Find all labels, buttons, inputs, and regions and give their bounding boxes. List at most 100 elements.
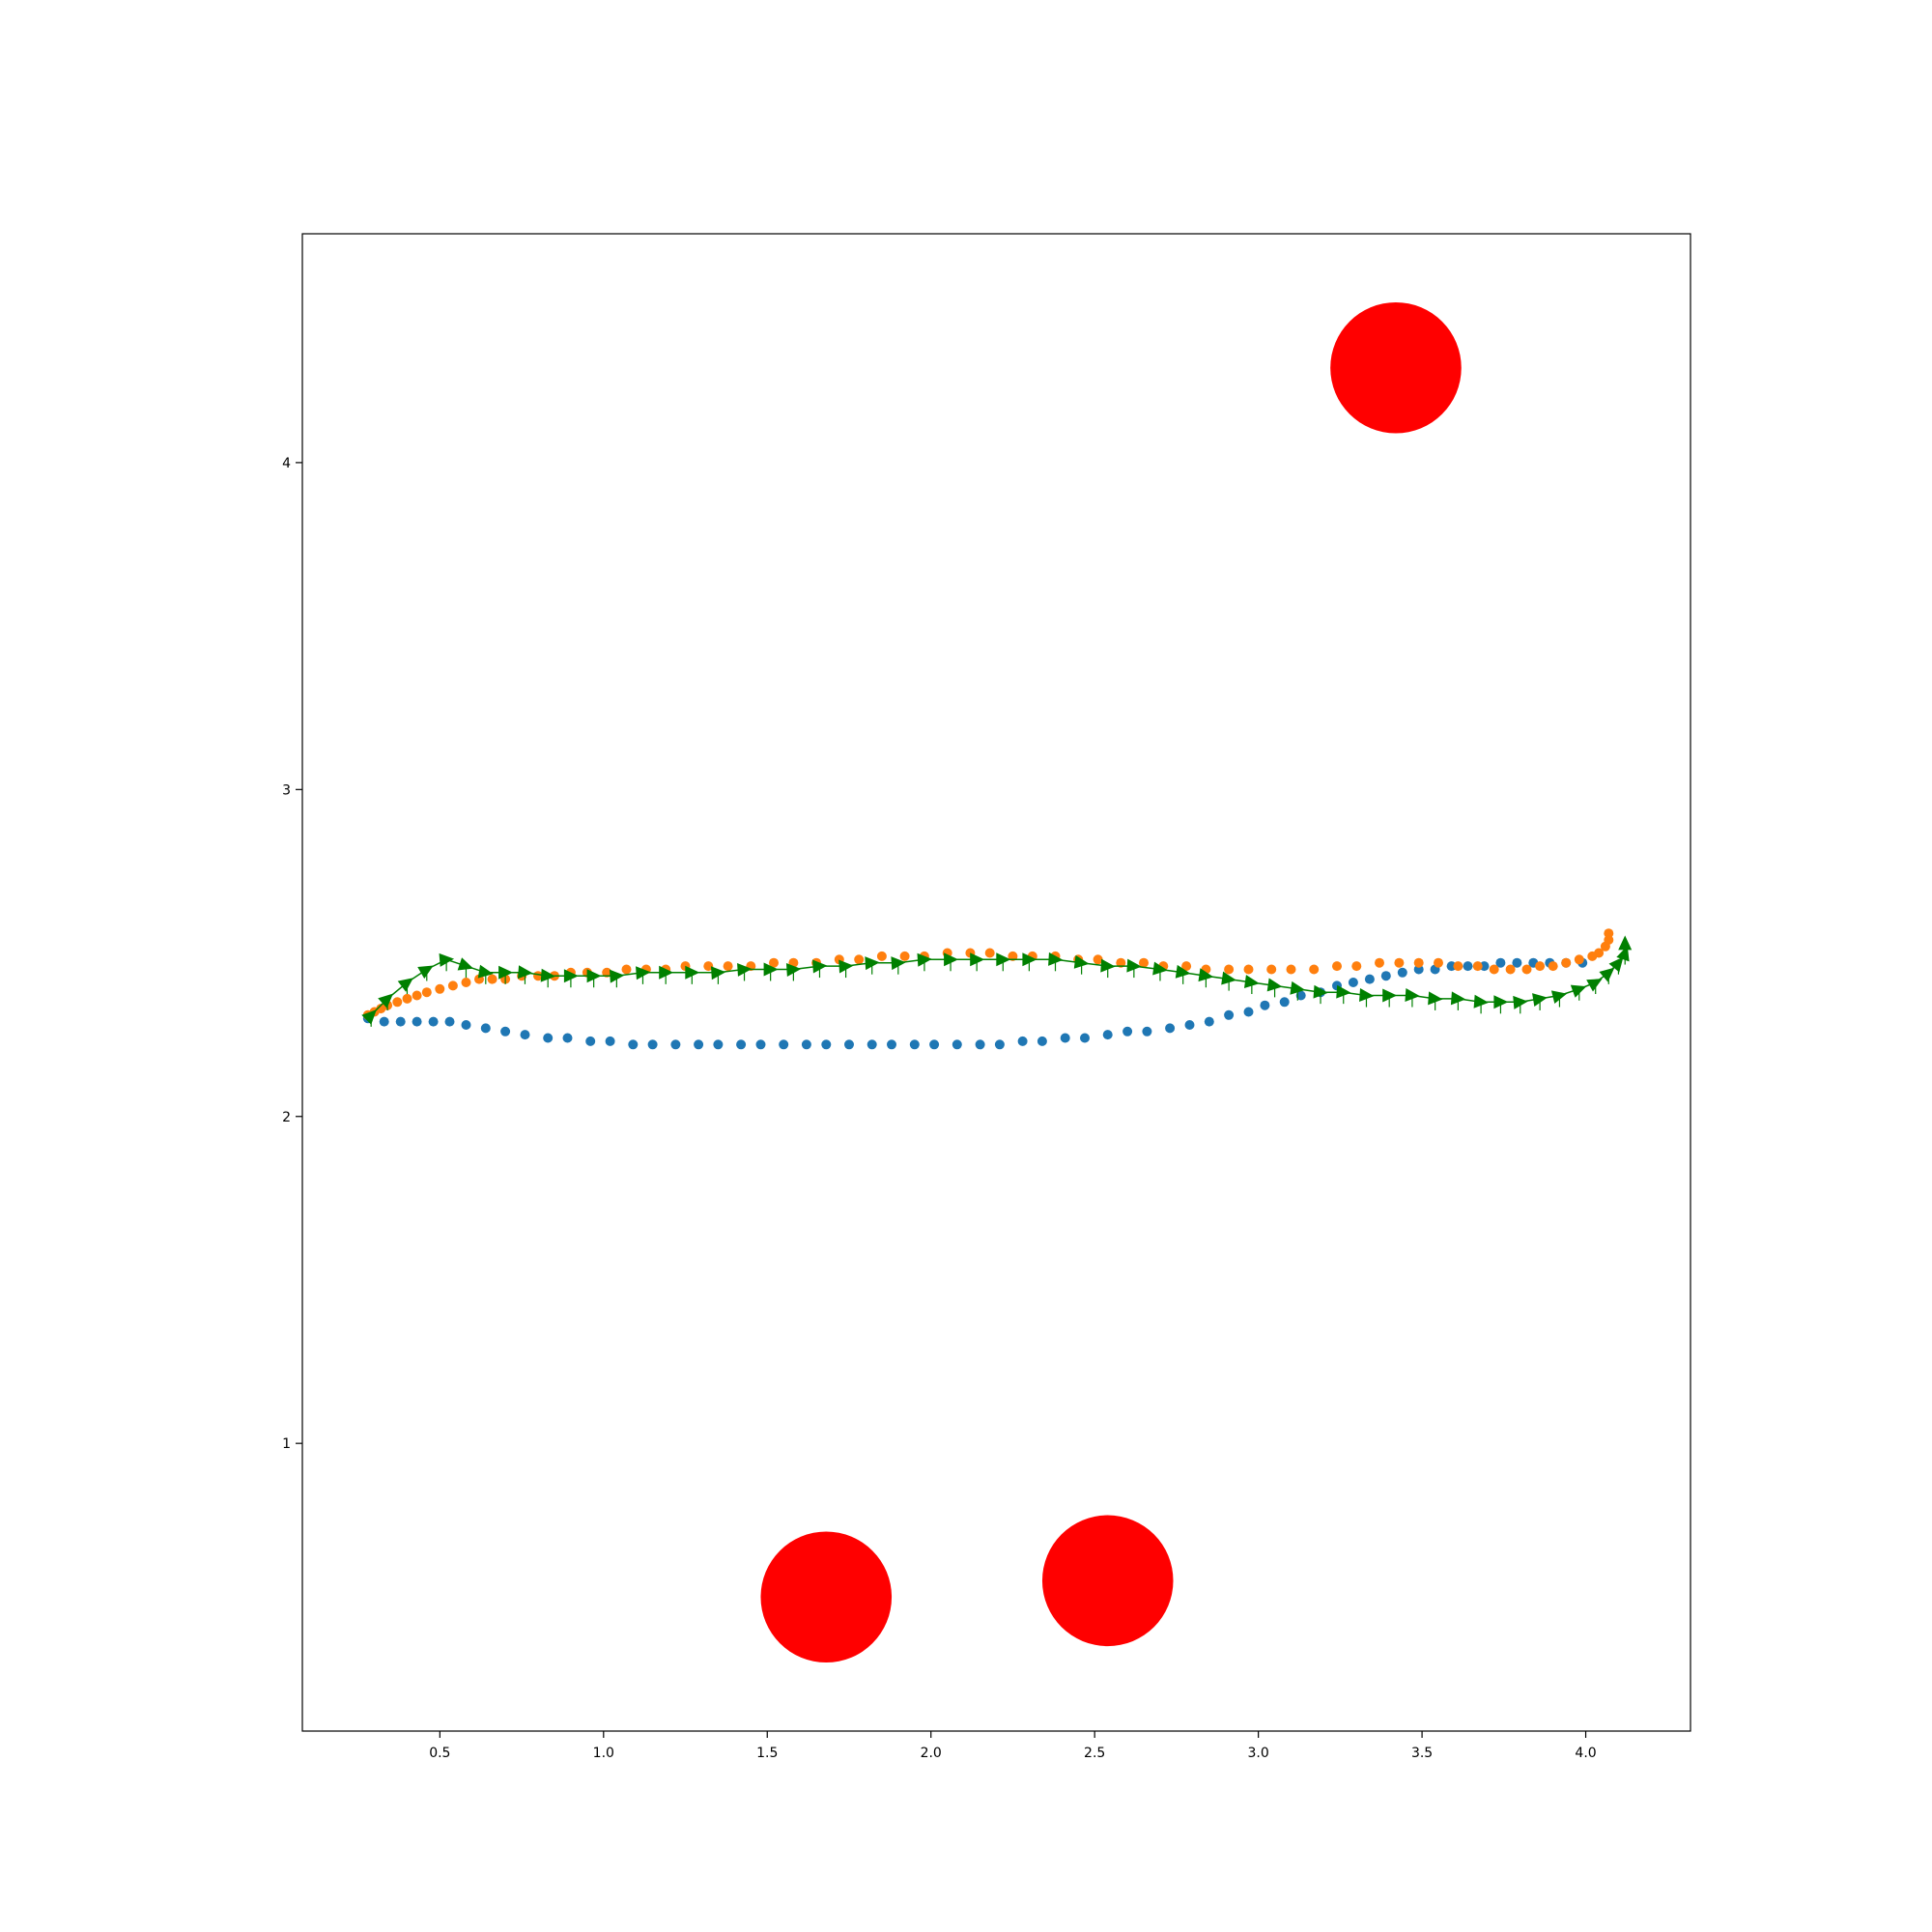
series-3-arrow (1198, 968, 1214, 982)
series-1-point (1243, 1007, 1254, 1017)
series-3-arrow (970, 952, 985, 967)
obstacles (760, 301, 1462, 1663)
series-2-point (602, 967, 612, 978)
series-1-point (1142, 1026, 1152, 1037)
series-2-point (1604, 928, 1614, 939)
series-2-point (1535, 961, 1546, 972)
series-3-arrow (1382, 988, 1398, 1003)
series-2-point (1394, 957, 1405, 968)
series-1-point (801, 1039, 811, 1050)
series-2-point (703, 961, 714, 972)
series-1-point (1184, 1020, 1195, 1030)
series-3-arrow (417, 965, 434, 980)
series-3-arrow (1022, 952, 1037, 967)
series-1-point (929, 1039, 940, 1050)
y-tick-label: 4 (282, 456, 291, 471)
series-1-point (952, 1039, 962, 1050)
series-1-point (1224, 1009, 1235, 1020)
series-2-point (1181, 961, 1192, 972)
series-2-point (1309, 964, 1320, 975)
series-1-point (713, 1039, 724, 1050)
series-1-point (1495, 957, 1506, 968)
series-1-point (1204, 1016, 1214, 1027)
series-2-point (1434, 957, 1443, 968)
series-2-point (402, 993, 412, 1004)
series-3-arrow (1048, 952, 1064, 966)
series-3-arrow (378, 993, 394, 1009)
x-tick-label: 3.5 (1411, 1746, 1433, 1761)
series-1-point (1380, 971, 1391, 981)
plot-frame (301, 233, 1691, 1732)
series-1-point (500, 1026, 511, 1037)
series-2-point (421, 987, 432, 998)
series-1-point (909, 1039, 920, 1050)
series-2-point (769, 957, 779, 968)
series-3-arrow (517, 965, 533, 980)
series-1-point (1017, 1036, 1028, 1046)
series-1-point (1279, 997, 1290, 1008)
series-2-point (1243, 964, 1254, 975)
series-1-point (1122, 1026, 1133, 1037)
series-1-point (1165, 1023, 1176, 1034)
series-3-arrow (1313, 984, 1328, 999)
series (361, 928, 1633, 1050)
series-2-point (1453, 961, 1463, 972)
series-2-point (854, 954, 865, 965)
series-3-arrow (586, 969, 602, 983)
series-1-point (1260, 1000, 1270, 1010)
series-1-point (428, 1016, 439, 1027)
series-3-arrow (1336, 984, 1351, 999)
series-1-point (562, 1033, 573, 1043)
series-2-point (1521, 964, 1532, 975)
y-tick-label: 3 (282, 782, 291, 798)
series-3-arrow (1100, 958, 1116, 973)
series-2-point (621, 964, 632, 975)
series-3-arrow (1450, 991, 1466, 1006)
series-3-arrow (1243, 975, 1260, 988)
series-3-arrow (457, 957, 474, 971)
series-3-arrow (1618, 935, 1633, 951)
series-2-point (392, 997, 403, 1008)
series-3-arrow (1570, 984, 1587, 998)
series-3-arrow (659, 965, 674, 980)
series-1-point (1512, 957, 1522, 968)
series-2-point (1224, 964, 1235, 975)
series-3-arrow (563, 969, 579, 983)
series-3-arrow (1405, 988, 1420, 1002)
series-2-point (1574, 954, 1584, 965)
series-3-arrow (1290, 980, 1306, 995)
series-3-arrow (944, 952, 959, 967)
series-1-point (585, 1036, 596, 1046)
series-2-point (1561, 957, 1572, 968)
series-3-arrow (996, 952, 1011, 967)
series-3-arrow (1599, 967, 1615, 982)
series-3-arrow (1473, 994, 1490, 1009)
series-3-arrow (1608, 956, 1624, 973)
series-1-point (887, 1039, 896, 1050)
series-1-point (480, 1023, 491, 1034)
series-2-point (1472, 961, 1483, 972)
obstacle-circle-1 (1330, 301, 1462, 434)
series-2-point (984, 948, 995, 958)
series-1-point (1463, 961, 1473, 972)
series-1-point (543, 1033, 554, 1043)
series-3-arrow (397, 978, 413, 992)
series-1-point (647, 1039, 658, 1050)
series-3-arrow (685, 965, 700, 980)
x-axis: 0.5 1.0 1.5 2.0 2.5 3.0 3.5 4.0 (429, 1731, 1597, 1761)
series-1-point (1397, 967, 1407, 978)
series-1-point (867, 1039, 877, 1050)
x-tick-label: 1.0 (593, 1746, 614, 1761)
series-1-point (412, 1016, 422, 1027)
series-1-point (1060, 1033, 1070, 1043)
series-1-point (605, 1036, 615, 1046)
series-2-point (1375, 957, 1384, 968)
series-2-point (1548, 961, 1558, 972)
series-3-line (370, 943, 1626, 1016)
series-1-point (670, 1039, 681, 1050)
series-3-arrow (498, 965, 514, 980)
x-tick-label: 2.5 (1084, 1746, 1105, 1761)
series-1-point (520, 1030, 530, 1040)
series-2-point (1332, 961, 1342, 972)
